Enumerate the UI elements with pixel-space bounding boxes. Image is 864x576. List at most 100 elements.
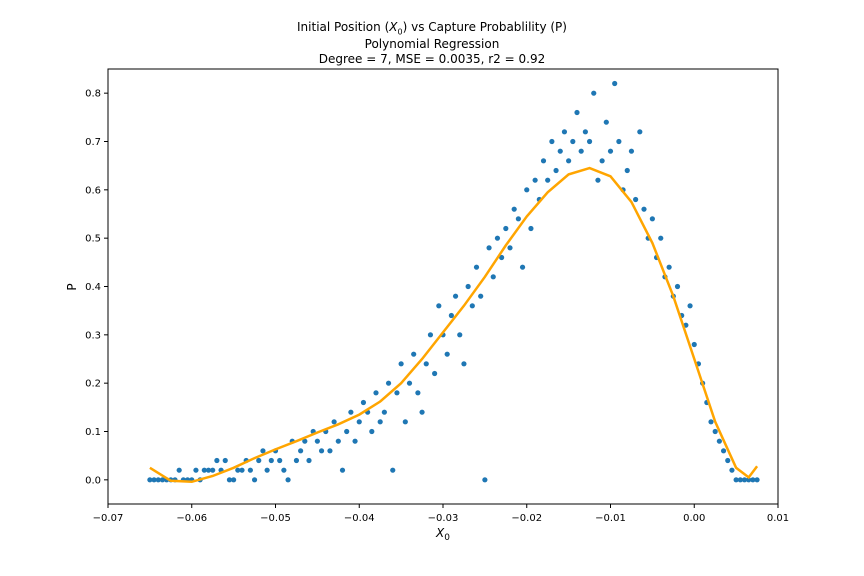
scatter-point <box>528 225 534 232</box>
scatter-point <box>314 438 320 444</box>
scatter-point <box>607 148 614 154</box>
scatter-point <box>729 467 735 473</box>
scatter-point <box>339 467 346 473</box>
scatter-point <box>503 225 509 232</box>
scatter-point <box>406 380 413 386</box>
scatter-point <box>557 148 563 154</box>
scatter-point <box>155 477 161 483</box>
scatter-point <box>473 264 480 270</box>
scatter-point <box>633 196 639 203</box>
scatter-point <box>603 119 609 125</box>
scatter-point <box>674 283 681 290</box>
scatter-point <box>356 419 362 425</box>
scatter-point <box>524 187 530 193</box>
scatter-point <box>390 467 396 473</box>
scatter-point <box>222 457 228 464</box>
scatter-point <box>264 467 270 473</box>
scatter-point <box>549 138 555 145</box>
scatter-point <box>515 216 521 222</box>
scatter-point <box>444 351 450 357</box>
chart-title-line-1: Initial Position (X0) vs Capture Probabl… <box>0 20 864 36</box>
scatter-point <box>511 206 517 212</box>
scatter-point <box>637 129 643 135</box>
scatter-point <box>716 438 722 444</box>
scatter-point <box>268 457 274 464</box>
scatter-point <box>427 332 434 338</box>
scatter-point <box>394 390 400 396</box>
x-tick-label: −0.07 <box>93 513 124 524</box>
scatter-point <box>214 457 220 464</box>
scatter-point <box>423 361 429 367</box>
scatter-point <box>231 477 237 483</box>
scatter-point <box>733 477 739 483</box>
scatter-point <box>746 477 752 483</box>
scatter-point <box>553 167 559 174</box>
y-tick-label: 0.5 <box>85 234 101 245</box>
scatter-point <box>432 370 438 377</box>
x-tick-label: −0.05 <box>260 513 291 524</box>
scatter-point <box>335 438 341 444</box>
scatter-point <box>570 138 576 145</box>
scatter-point <box>561 129 568 135</box>
title-variable: X <box>389 20 398 34</box>
x-axis-label-variable: X <box>435 526 445 540</box>
scatter-point <box>281 467 287 473</box>
x-tick-label: −0.01 <box>595 513 626 524</box>
scatter-point <box>327 448 333 454</box>
scatter-point <box>750 477 756 483</box>
scatter-point <box>381 409 387 415</box>
scatter-point <box>318 448 325 454</box>
x-axis-label-subscript: 0 <box>444 533 450 543</box>
scatter-point <box>540 158 547 164</box>
scatter-point <box>741 477 748 483</box>
scatter-point <box>720 448 727 454</box>
scatter-point <box>436 303 442 309</box>
scatter-point <box>247 467 253 473</box>
scatter-point <box>176 467 182 473</box>
y-tick-label: 0.1 <box>85 427 101 438</box>
scatter-point <box>226 477 233 483</box>
scatter-point <box>448 312 454 319</box>
y-axis-label: P <box>65 283 79 290</box>
scatter-point <box>277 457 283 464</box>
scatter-point <box>360 399 367 406</box>
scatter-point <box>586 138 593 145</box>
chart-title-line-2: Polynomial Regression <box>364 37 500 51</box>
scatter-point <box>285 477 291 483</box>
scatter-point <box>461 361 467 367</box>
scatter-point <box>641 206 647 212</box>
scatter-point <box>591 90 597 96</box>
title-variable-subscript: 0 <box>397 27 403 37</box>
scatter-point <box>398 361 404 367</box>
scatter-point <box>494 235 501 241</box>
scatter-point <box>352 438 358 444</box>
y-tick-label: 0.6 <box>85 185 101 196</box>
scatter-point <box>344 428 350 435</box>
x-tick-label: 0.00 <box>683 513 705 524</box>
scatter-point <box>712 428 718 435</box>
y-axis-ticks: 0.0 0.1 0.2 0.3 0.4 0.5 0.6 0.7 0.8 <box>85 89 108 486</box>
scatter-point <box>193 467 199 473</box>
scatter-point <box>201 467 207 473</box>
scatter-point <box>599 158 605 164</box>
scatter-point <box>624 167 630 174</box>
scatter-point <box>210 467 216 473</box>
scatter-point <box>687 303 693 309</box>
x-tick-label: 0.01 <box>767 513 789 524</box>
scatter-point <box>385 380 392 386</box>
scatter-point <box>469 303 475 309</box>
scatter-point <box>419 409 425 415</box>
y-tick-label: 0.0 <box>85 475 101 486</box>
x-axis-label: X0 <box>435 526 450 543</box>
scatter-point <box>482 477 488 483</box>
scatter-point <box>147 477 153 483</box>
regression-line <box>149 166 759 484</box>
scatter-point <box>708 419 714 425</box>
scatter-point <box>616 138 622 145</box>
scatter-point <box>411 351 417 357</box>
x-axis-ticks: −0.07 −0.06 −0.05 −0.04 −0.03 −0.02 −0.01 0.00 0… <box>93 504 789 524</box>
title-prefix: Initial Position ( <box>297 20 390 34</box>
scatter-point <box>298 448 304 454</box>
